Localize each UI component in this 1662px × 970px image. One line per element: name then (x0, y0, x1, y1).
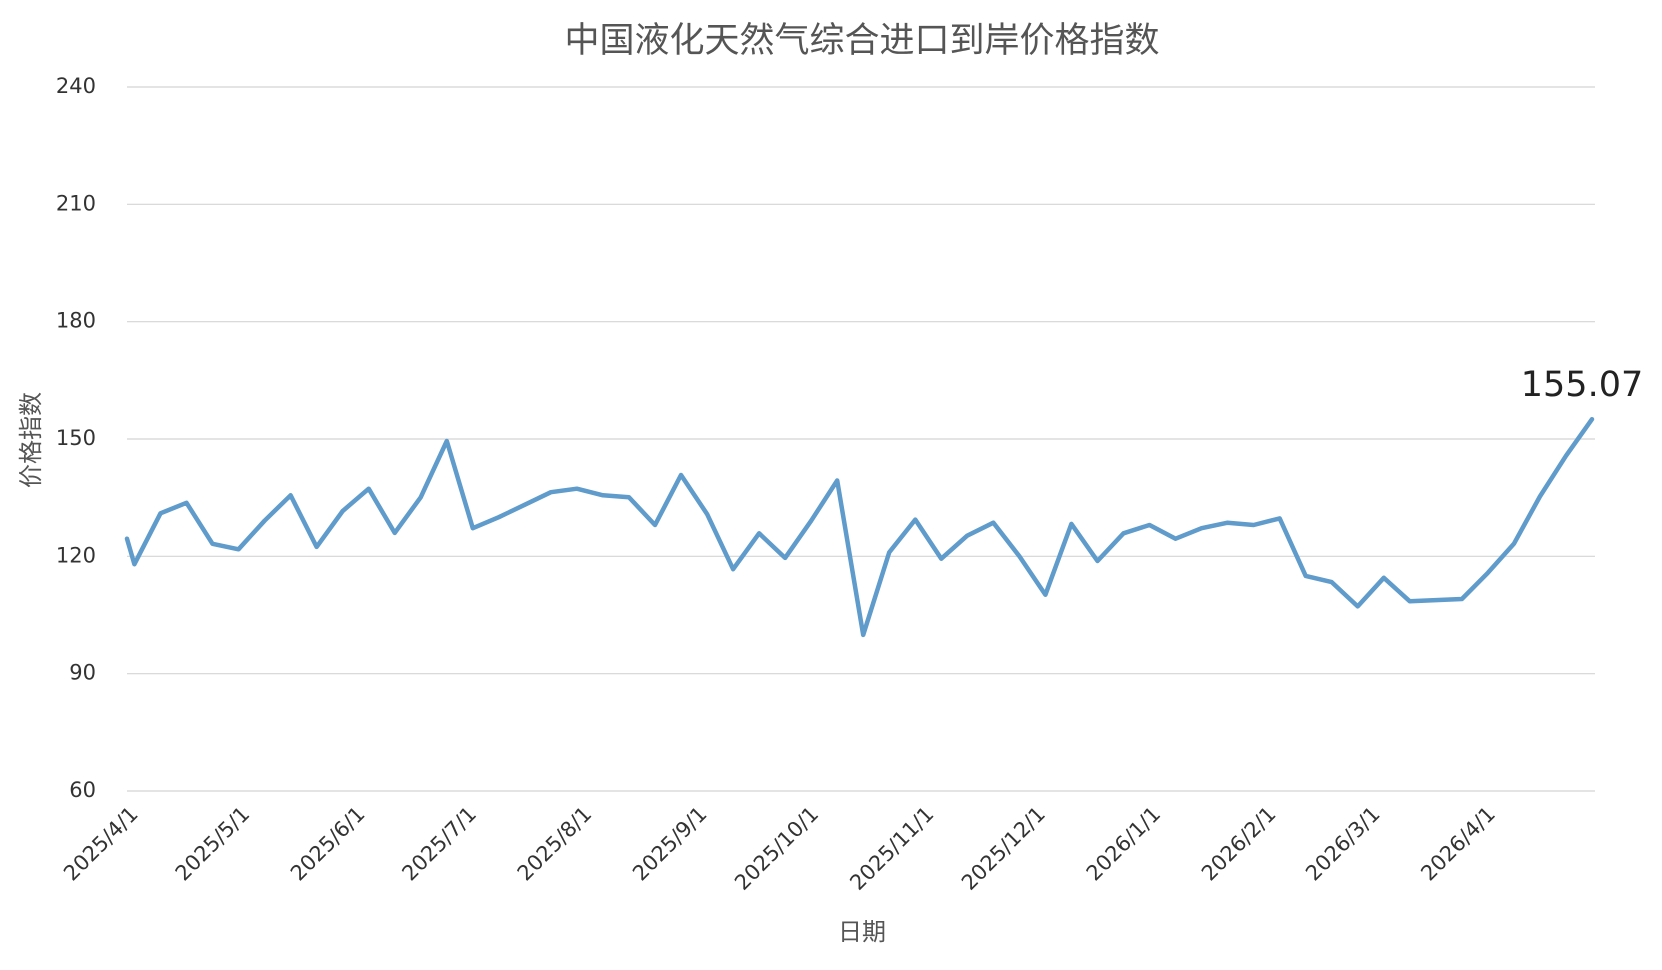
y-tick-label: 210 (56, 191, 96, 215)
y-tick-label: 150 (56, 426, 96, 450)
y-axis-label: 价格指数 (17, 392, 45, 488)
x-axis-label: 日期 (838, 918, 886, 946)
y-tick-label: 90 (69, 661, 96, 685)
x-tick-label: 2025/10/1 (730, 802, 823, 895)
x-tick-label: 2025/5/1 (171, 802, 255, 886)
x-tick-label: 2026/4/1 (1416, 802, 1500, 886)
x-tick-label: 2025/12/1 (957, 802, 1050, 895)
x-tick-label: 2025/4/1 (59, 802, 143, 886)
y-tick-label: 180 (56, 309, 96, 333)
data-line (124, 416, 1595, 638)
x-tick-label: 2025/7/1 (397, 802, 481, 886)
x-tick-label: 2025/11/1 (845, 802, 938, 895)
chart-title: 中国液化天然气综合进口到岸价格指数 (564, 21, 1159, 61)
x-tick-label: 2025/9/1 (628, 802, 712, 886)
y-tick-label: 240 (56, 74, 96, 98)
x-tick-label: 2025/8/1 (513, 802, 597, 886)
x-tick-label: 2026/3/1 (1301, 802, 1385, 886)
x-tick-label: 2026/1/1 (1082, 802, 1166, 886)
x-tick-label: 2026/2/1 (1197, 802, 1281, 886)
x-tick-label: 2025/6/1 (286, 802, 370, 886)
y-tick-label: 60 (69, 778, 96, 802)
data-label: 155.07 (1521, 365, 1643, 405)
y-tick-label: 120 (56, 543, 96, 567)
